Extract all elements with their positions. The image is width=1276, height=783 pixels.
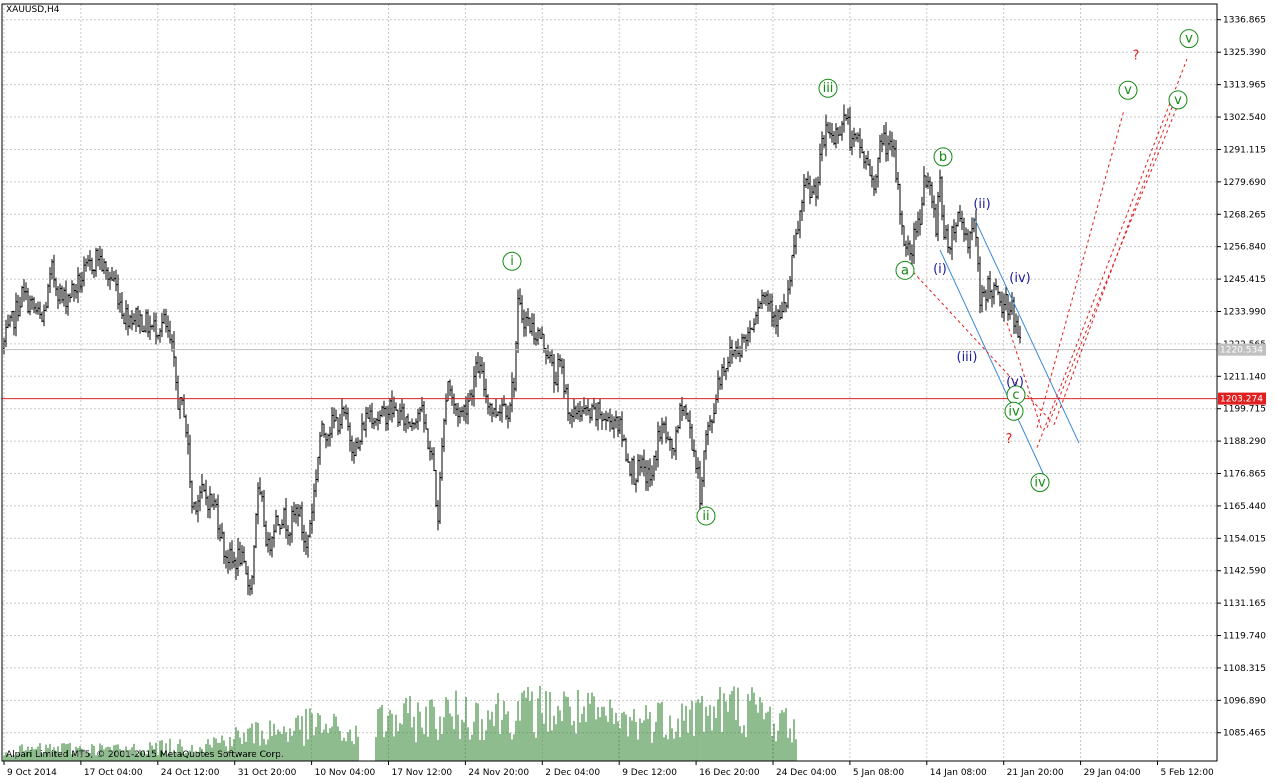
wave-label-text: iv	[1034, 475, 1046, 490]
wave-label-circle	[895, 260, 915, 280]
y-tick-label: 1302.540	[1223, 113, 1266, 123]
wave-label-circle	[1168, 90, 1188, 110]
wave-label-text: v	[1174, 93, 1182, 108]
channel-lines	[939, 219, 1080, 478]
projection-line	[1053, 107, 1173, 426]
wave-label-text: a	[901, 263, 909, 278]
y-tick-label: 1336.865	[1223, 16, 1266, 26]
x-tick-label: 2 Dec 04:00	[545, 768, 600, 778]
axes: 1336.865 1325.390 1313.965 1302.540 1291.115…	[1, 3, 1266, 778]
y-tick-label: 1325.390	[1223, 48, 1266, 58]
x-tick-label: 31 Oct 20:00	[238, 768, 297, 778]
y-tick-label: 1165.440	[1223, 502, 1266, 512]
plot-border	[1, 3, 1218, 762]
x-tick-label: 21 Jan 20:00	[1007, 768, 1064, 778]
wave-label-text: (ii)	[973, 197, 990, 212]
projection-line	[1046, 107, 1178, 428]
x-tick-label: 10 Nov 04:00	[315, 768, 376, 778]
y-tick-label: 1279.690	[1223, 178, 1266, 188]
x-tick-label: 5 Jan 08:00	[853, 768, 905, 778]
wave-label-circle	[502, 251, 522, 271]
channel-line	[939, 249, 1046, 478]
wave-label-circle	[818, 78, 838, 98]
y-tick-label: 1154.015	[1223, 534, 1266, 544]
projection-line	[904, 262, 1053, 423]
copyright-label: Alpari Limited MT5, © 2001-2015 MetaQuot…	[6, 750, 284, 760]
x-tick-label: 29 Jan 04:00	[1084, 768, 1141, 778]
projection-line	[1036, 109, 1125, 428]
y-tick-label: 1233.990	[1223, 307, 1266, 317]
candlestick-series	[3, 104, 1021, 596]
wave-label-circle	[696, 506, 716, 526]
grid	[2, 4, 1217, 761]
x-tick-label: 17 Nov 12:00	[391, 768, 452, 778]
current-price-tag-label: 1220.534	[1220, 346, 1263, 356]
projection-line	[1006, 322, 1043, 431]
y-tick-label: 1291.115	[1223, 145, 1266, 155]
y-tick-label: 1131.165	[1223, 599, 1266, 609]
y-tick-label: 1211.140	[1223, 372, 1266, 382]
y-tick-label: 1245.415	[1223, 275, 1266, 285]
x-tick-label: 24 Oct 12:00	[161, 768, 220, 778]
wave-label-question: ?	[1133, 48, 1140, 63]
wave-label-text: (v)	[1006, 375, 1024, 390]
wave-label-text: v	[1185, 32, 1193, 47]
price-tags: 1220.534 1203.274	[1218, 343, 1266, 405]
channel-line	[974, 219, 1080, 444]
y-tick-label: 1119.740	[1223, 632, 1266, 642]
wave-label-circle	[933, 147, 953, 167]
y-tick-label: 1313.965	[1223, 81, 1266, 91]
x-tick-label: 24 Nov 20:00	[468, 768, 529, 778]
volume-histogram	[3, 685, 797, 761]
x-tick-label: 16 Dec 20:00	[699, 768, 760, 778]
projection-lines	[904, 58, 1188, 448]
wave-label-text: iv	[1008, 404, 1020, 419]
wave-label-circle	[1179, 29, 1199, 49]
x-tick-label: 24 Dec 04:00	[776, 768, 837, 778]
wave-label-text: (iv)	[1009, 271, 1030, 286]
y-tick-label: 1096.890	[1223, 696, 1266, 706]
y-tick-label: 1188.290	[1223, 437, 1266, 447]
x-tick-label: 5 Feb 12:00	[1160, 768, 1214, 778]
current-price-tag	[1218, 343, 1266, 356]
wave-label-text: iii	[823, 81, 834, 96]
x-tick-label: 9 Dec 12:00	[622, 768, 677, 778]
y-tick-label: 1108.315	[1223, 664, 1266, 674]
horizontal-lines	[2, 349, 1217, 400]
y-tick-label: 1268.265	[1223, 210, 1266, 220]
wave-label-text: (i)	[933, 262, 947, 277]
wave-label-text: b	[939, 150, 947, 165]
wave-label-text: ii	[702, 509, 709, 524]
support-line-tag-label: 1203.274	[1220, 395, 1263, 405]
y-tick-label: 1199.715	[1223, 405, 1266, 415]
symbol-label: XAUUSD,H4	[6, 5, 60, 15]
y-tick-label: 1176.865	[1223, 470, 1266, 480]
y-tick-label: 1142.590	[1223, 567, 1266, 577]
wave-label-circle	[1118, 80, 1138, 100]
wave-label-circle	[1004, 401, 1024, 421]
y-tick-label: 1085.465	[1223, 729, 1266, 739]
y-tick-label: 1256.840	[1223, 243, 1266, 253]
x-tick-label: 9 Oct 2014	[7, 768, 57, 778]
wave-label-text: c	[1012, 388, 1019, 403]
x-tick-label: 14 Jan 08:00	[930, 768, 987, 778]
x-tick-label: 17 Oct 04:00	[84, 768, 143, 778]
wave-label-text: v	[1124, 83, 1132, 98]
support-line-tag	[1218, 392, 1266, 405]
wave-label-text: (iii)	[957, 350, 978, 365]
wave-label-question: ?	[1006, 432, 1013, 447]
wave-label-text: i	[510, 254, 514, 269]
wave-label-circle	[1030, 472, 1050, 492]
